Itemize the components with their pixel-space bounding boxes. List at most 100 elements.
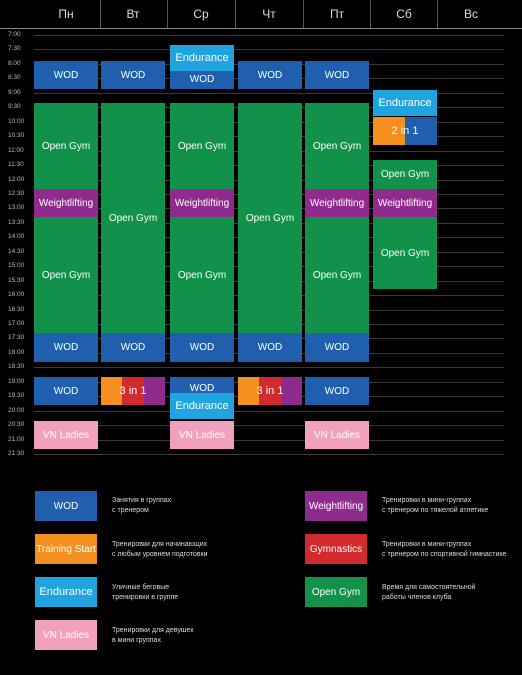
legend-text-line: тренировки в группе [112, 594, 179, 601]
vn-ladies-block[interactable]: VN Ladies [34, 421, 98, 449]
time-label: 10:30 [8, 132, 25, 140]
legend-text-line: работы членов клуба [382, 594, 452, 601]
open-gym-block[interactable]: Open Gym [170, 217, 234, 333]
legend-training-start-swatch: Training Start [35, 534, 97, 564]
endurance-block[interactable]: Endurance [170, 393, 234, 419]
legend-open-gym-description: Время для самостоятельной работы членов … [382, 583, 476, 603]
day-header-tue: Вт [126, 7, 140, 21]
vn-ladies-block[interactable]: VN Ladies [170, 421, 234, 449]
legend-text-line: Тренировки в мини-группах [382, 497, 472, 504]
time-label: 17:30 [8, 334, 25, 342]
time-gridline [34, 439, 504, 441]
training-start-segment [373, 117, 405, 145]
wod-block[interactable]: WOD [305, 61, 369, 89]
wod-block[interactable]: WOD [170, 333, 234, 362]
legend-training-start-description: Тренировки для начинающих с любым уровне… [112, 540, 207, 560]
three-in-one-label: 3 in 1 [256, 385, 284, 397]
time-label: 8:00 [8, 59, 21, 67]
weightlifting-block[interactable]: Weightlifting [305, 189, 369, 217]
time-label: 20:00 [8, 406, 25, 414]
open-gym-block[interactable]: Open Gym [34, 103, 98, 189]
open-gym-block[interactable]: Open Gym [373, 217, 437, 289]
legend-gymnastics-swatch: Gymnastics [305, 534, 367, 564]
endurance-block[interactable]: Endurance [170, 45, 234, 71]
header-divider [100, 0, 101, 28]
time-gridline [34, 92, 504, 94]
legend-wod-description: Занятия в группах с тренером [112, 496, 171, 516]
time-gridline [34, 410, 504, 412]
legend-endurance-description: Уличные беговые тренировки в группе [112, 583, 178, 603]
legend-text-line: Тренировки для начинающих [112, 541, 208, 548]
wod-segment [405, 117, 437, 145]
wod-block[interactable]: WOD [238, 61, 302, 89]
two-in-one-block[interactable]: 2 in 1 [373, 117, 437, 145]
open-gym-block[interactable]: Open Gym [373, 160, 437, 189]
time-label: 21:30 [8, 450, 25, 458]
time-label: 18:00 [8, 348, 25, 356]
day-header-sun: Вс [463, 7, 478, 21]
wod-block[interactable]: WOD [305, 333, 369, 362]
three-in-one-block[interactable]: 3 in 1 [238, 377, 302, 405]
open-gym-block[interactable]: Open Gym [305, 217, 369, 333]
open-gym-block[interactable]: Open Gym [101, 103, 165, 333]
legend-text-line: с любым уровнем подготовки [112, 551, 208, 558]
time-gridline [34, 35, 504, 36]
wod-block[interactable]: WOD [101, 333, 165, 362]
legend-wod-swatch: WOD [35, 491, 97, 521]
legend-weightlifting-swatch: Weightlifting [305, 491, 367, 521]
training-start-segment [238, 377, 259, 405]
weightlifting-segment [144, 377, 165, 405]
time-label: 16:00 [8, 291, 25, 299]
time-label: 11:00 [8, 146, 24, 154]
wod-block[interactable]: WOD [34, 61, 98, 89]
time-gridline [34, 367, 504, 369]
legend-text-line: в мини группах [112, 637, 161, 644]
weightlifting-block[interactable]: Weightlifting [170, 189, 234, 217]
header-divider [370, 0, 371, 28]
header-divider [235, 0, 236, 28]
vn-ladies-block[interactable]: VN Ladies [305, 421, 369, 449]
time-label: 18:30 [8, 363, 25, 371]
legend-text-line: Время для самостоятельной [382, 584, 476, 591]
day-header-fri: Пт [329, 7, 345, 21]
wod-block[interactable]: WOD [238, 333, 302, 362]
day-header-sat: Сб [396, 7, 412, 21]
endurance-block[interactable]: Endurance [373, 90, 437, 116]
wod-block[interactable]: WOD [101, 61, 165, 89]
time-label: 11:30 [8, 161, 24, 169]
legend-text-line: Тренировки в мини-группах [382, 541, 472, 548]
wod-block[interactable]: WOD [34, 333, 98, 362]
legend-open-gym-swatch: Open Gym [305, 577, 367, 607]
open-gym-block[interactable]: Open Gym [238, 103, 302, 333]
gymnastics-segment [122, 377, 144, 405]
weightlifting-block[interactable]: Weightlifting [34, 189, 98, 217]
day-header-wed: Ср [193, 7, 209, 21]
legend-text-line: Уличные беговые [112, 584, 170, 591]
gymnastics-segment [259, 377, 281, 405]
three-in-one-block[interactable]: 3 in 1 [101, 377, 165, 405]
wod-block[interactable]: WOD [34, 377, 98, 405]
header-divider [167, 0, 168, 28]
legend-text-line: с тренером по спортивной гимнастике [382, 551, 507, 558]
time-label: 17:00 [8, 320, 25, 327]
time-label: 12:00 [8, 175, 25, 183]
open-gym-block[interactable]: Open Gym [34, 217, 98, 333]
legend-gymnastics-description: Тренировки в мини-группах с тренером по … [382, 540, 506, 560]
legend-text-line: с тренером [112, 507, 149, 514]
two-in-one-label: 2 in 1 [391, 125, 419, 137]
time-label: 20:30 [8, 421, 25, 429]
open-gym-block[interactable]: Open Gym [170, 103, 234, 189]
time-label: 21:00 [8, 435, 25, 443]
time-gridline [34, 425, 504, 427]
time-label: 9:00 [8, 88, 21, 96]
wod-block[interactable]: WOD [305, 377, 369, 405]
weightlifting-block[interactable]: Weightlifting [373, 189, 437, 217]
legend-text-line: Тренировки для девушек [112, 627, 194, 634]
legend-text-line: Занятия в группах [112, 497, 172, 504]
open-gym-block[interactable]: Open Gym [305, 103, 369, 189]
time-label: 15:30 [8, 276, 25, 284]
time-label: 19:30 [8, 392, 25, 400]
legend-text-line: с тренером по тяжелой атлетике [382, 507, 489, 514]
legend-vn-ladies-description: Тренировки для девушек в мини группах [112, 626, 193, 646]
time-label: 7:00 [8, 31, 21, 38]
